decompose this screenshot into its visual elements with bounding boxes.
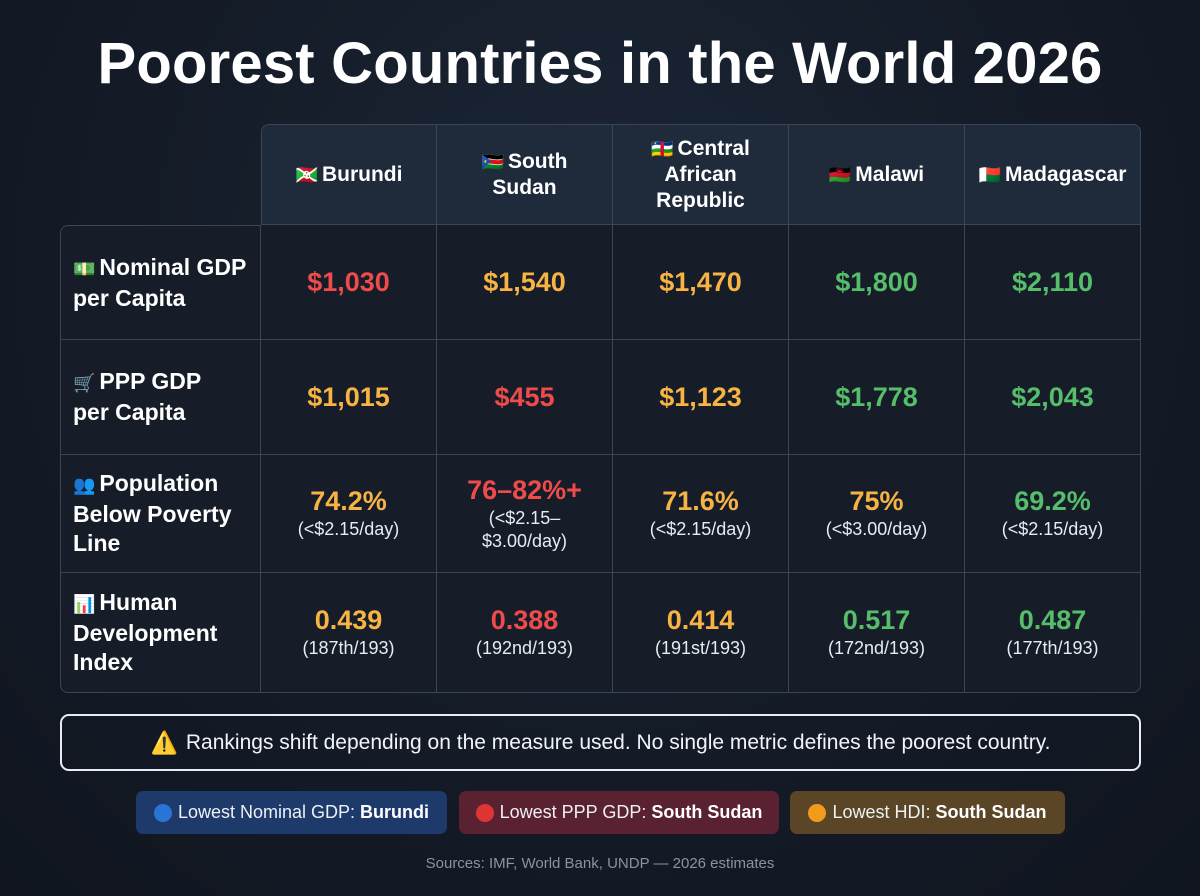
cell-subtext: (172nd/193) xyxy=(827,638,926,658)
table-cell: 0.439 (187th/193) xyxy=(261,573,437,693)
flag-icon: 🇧🇮 xyxy=(295,164,318,185)
row-label-ppp-gdp: 🛒 PPP GDP per Capita xyxy=(60,340,261,455)
cell-value: $455 xyxy=(494,382,555,412)
flag-icon: 🇨🇫 xyxy=(651,138,674,159)
cell-value: 74.2% xyxy=(310,486,387,516)
column-header-south-sudan: 🇸🇸 South Sudan xyxy=(437,124,613,225)
table-cell: 69.2% (<$2.15/day) xyxy=(965,455,1141,573)
row-label-text: Nominal GDP per Capita xyxy=(73,253,246,311)
cell-value: 0.439 xyxy=(314,605,383,635)
table-cell: $1,800 xyxy=(789,225,965,340)
cell-value: 0.517 xyxy=(842,605,911,635)
people-icon: 👥 xyxy=(73,475,96,495)
column-header-central-african-republic: 🇨🇫 Central African Republic xyxy=(613,124,789,225)
row-label-poverty-line: 👥 Population Below Poverty Line xyxy=(60,455,261,573)
highlight-label: Lowest PPP GDP: xyxy=(499,802,647,822)
row-label-text: Population Below Poverty Line xyxy=(73,470,232,556)
table-cell: 74.2% (<$2.15/day) xyxy=(261,455,437,573)
flag-icon: 🇲🇬 xyxy=(978,164,1001,185)
table-cell: 75% (<$3.00/day) xyxy=(789,455,965,573)
page-title: Poorest Countries in the World 2026 xyxy=(97,31,1103,96)
cell-subtext: (<$2.15/day) xyxy=(649,519,752,539)
flag-icon: 🇲🇼 xyxy=(828,164,852,185)
table-cell: $1,123 xyxy=(613,340,789,455)
cell-value: $2,110 xyxy=(1011,267,1094,297)
cell-value: $1,030 xyxy=(307,267,390,297)
table-cell: $1,778 xyxy=(789,340,965,455)
highlight-country: Burundi xyxy=(360,802,430,822)
table-cell: $1,015 xyxy=(261,340,437,455)
column-header-malawi: 🇲🇼 Malawi xyxy=(789,124,965,225)
flag-icon: 🇸🇸 xyxy=(481,151,504,172)
cell-subtext: (<$3.00/day) xyxy=(825,519,928,539)
row-label-nominal-gdp: 💵 Nominal GDP per Capita xyxy=(60,225,261,340)
cell-subtext: (191st/193) xyxy=(654,638,747,658)
orange-circle-icon xyxy=(808,803,827,822)
warning-note: ⚠️ Rankings shift depending on the measu… xyxy=(60,714,1141,771)
highlight-lowest-ppp-gdp: Lowest PPP GDP: South Sudan xyxy=(459,791,779,834)
table-cell: 0.388 (192nd/193) xyxy=(437,573,613,693)
column-header-madagascar: 🇲🇬 Madagascar xyxy=(965,124,1141,225)
highlight-lowest-nominal-gdp: Lowest Nominal GDP: Burundi xyxy=(136,791,447,834)
table-cell: $1,030 xyxy=(261,225,437,340)
sources-footnote: Sources: IMF, World Bank, UNDP — 2026 es… xyxy=(425,855,775,872)
cell-value: $2,043 xyxy=(1011,382,1094,412)
table-cell: 0.487 (177th/193) xyxy=(965,573,1141,693)
cell-subtext: (177th/193) xyxy=(1006,638,1099,658)
table-cell: $1,470 xyxy=(613,225,789,340)
highlight-country: South Sudan xyxy=(651,802,763,822)
country-name: Malawi xyxy=(855,162,925,186)
cell-value: $1,778 xyxy=(835,382,918,412)
row-label-hdi: 📊 Human Development Index xyxy=(60,573,261,693)
row-label-text: PPP GDP per Capita xyxy=(73,368,201,425)
cell-subtext: (187th/193) xyxy=(302,638,395,658)
warning-icon: ⚠️ xyxy=(150,729,178,755)
table-cell: $2,043 xyxy=(965,340,1141,455)
country-name: Madagascar xyxy=(1005,162,1127,186)
country-name: South Sudan xyxy=(492,149,568,199)
money-icon: 💵 xyxy=(73,258,96,279)
table-cell: 0.517 (172nd/193) xyxy=(789,573,965,693)
cell-value: 0.388 xyxy=(490,605,559,635)
cell-value: 0.487 xyxy=(1018,605,1087,635)
cell-value: $1,470 xyxy=(659,267,742,297)
row-label-text: Human Development Index xyxy=(73,589,218,675)
cell-value: $1,123 xyxy=(659,382,742,412)
cell-value: 76–82%+ xyxy=(467,474,582,505)
cell-value: 71.6% xyxy=(662,486,739,516)
country-name: Burundi xyxy=(321,162,403,186)
cell-value: $1,540 xyxy=(483,267,566,297)
highlight-lowest-hdi: Lowest HDI: South Sudan xyxy=(790,791,1065,834)
cell-subtext: (<$2.15–$3.00/day) xyxy=(481,507,568,551)
cell-value: 75% xyxy=(849,486,904,516)
cart-icon: 🛒 xyxy=(73,373,96,393)
table-cell: 76–82%+ (<$2.15–$3.00/day) xyxy=(437,455,613,573)
table-cell: $2,110 xyxy=(965,225,1141,340)
cell-value: 69.2% xyxy=(1014,486,1091,516)
table-cell: 0.414 (191st/193) xyxy=(613,573,789,693)
blue-circle-icon xyxy=(153,803,172,822)
country-name: Central African Republic xyxy=(656,136,750,212)
column-header-burundi: 🇧🇮 Burundi xyxy=(261,124,437,225)
cell-subtext: (192nd/193) xyxy=(475,638,574,658)
cell-subtext: (<$2.15/day) xyxy=(297,519,400,539)
table-cell: $455 xyxy=(437,340,613,455)
comparison-table: 🇧🇮 Burundi 🇸🇸 South Sudan 🇨🇫 Central Africa… xyxy=(60,124,1141,693)
table-cell: 71.6% (<$2.15/day) xyxy=(613,455,789,573)
cell-subtext: (<$2.15/day) xyxy=(1001,519,1104,539)
cell-value: $1,015 xyxy=(307,382,390,412)
highlight-country: South Sudan xyxy=(935,802,1047,822)
cell-value: $1,800 xyxy=(835,267,918,297)
red-circle-icon xyxy=(475,803,494,822)
highlight-label: Lowest HDI: xyxy=(832,802,931,822)
bar-chart-icon: 📊 xyxy=(73,594,96,614)
highlight-label: Lowest Nominal GDP: xyxy=(177,802,356,822)
table-corner xyxy=(60,124,261,225)
cell-value: 0.414 xyxy=(666,605,735,635)
table-cell: $1,540 xyxy=(437,225,613,340)
warning-text: Rankings shift depending on the measure … xyxy=(185,730,1051,754)
